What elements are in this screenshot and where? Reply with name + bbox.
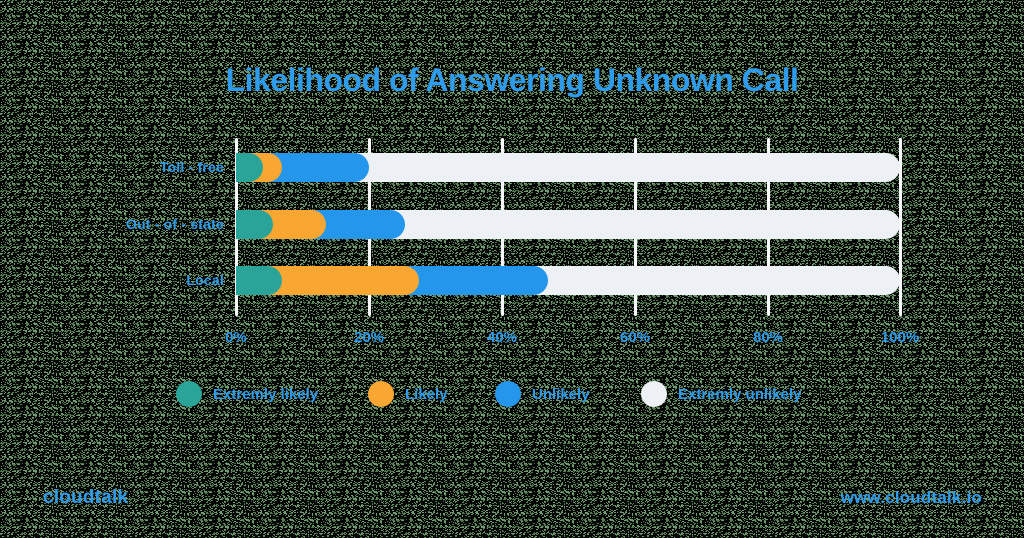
legend-item-extremly-unlikely: Extremly unlikely bbox=[641, 381, 801, 407]
bar-row-out-of-state bbox=[236, 210, 900, 239]
x-axis-tick-0pct: 0% bbox=[225, 329, 247, 346]
bar-segment-extremly-likely bbox=[236, 266, 283, 295]
legend-label-extremly-likely: Extremly likely bbox=[213, 385, 319, 403]
bar-segment-extremly-likely bbox=[236, 210, 273, 239]
legend-label-extremly-unlikely: Extremly unlikely bbox=[678, 385, 802, 403]
bar-segment-extremly-likely bbox=[236, 153, 263, 182]
bar-row-toll-free bbox=[236, 153, 900, 182]
category-label-local: Local bbox=[186, 272, 224, 288]
category-label-out-of-state: Out - of - state bbox=[125, 216, 224, 232]
chart-title: Likelihood of Answering Unknown Call bbox=[225, 62, 799, 98]
legend-label-likely: Likely bbox=[405, 385, 448, 403]
x-axis-tick-80pct: 80% bbox=[752, 329, 784, 346]
legend-swatch-likely bbox=[368, 381, 394, 407]
legend-swatch-extremly-likely bbox=[176, 381, 202, 407]
gridline-100pct bbox=[899, 138, 902, 316]
x-axis-tick-40pct: 40% bbox=[486, 329, 518, 346]
legend-item-unlikely: Unlikely bbox=[495, 381, 590, 407]
website-url: www.cloudtalk.io bbox=[840, 488, 982, 507]
legend-swatch-unlikely bbox=[495, 381, 521, 407]
legend-swatch-extremly-unlikely bbox=[641, 381, 667, 407]
x-axis-tick-20pct: 20% bbox=[353, 329, 385, 346]
brand-logo-text: cloudtalk bbox=[43, 487, 129, 508]
legend-item-likely: Likely bbox=[368, 381, 448, 407]
category-label-toll-free: Toll - free bbox=[159, 159, 224, 175]
bar-row-local bbox=[236, 266, 900, 295]
x-axis-tick-100pct: 100% bbox=[880, 329, 920, 346]
legend-item-extremly-likely: Extremly likely bbox=[176, 381, 318, 407]
legend-label-unlikely: Unlikely bbox=[532, 385, 590, 403]
x-axis-tick-60pct: 60% bbox=[619, 329, 651, 346]
